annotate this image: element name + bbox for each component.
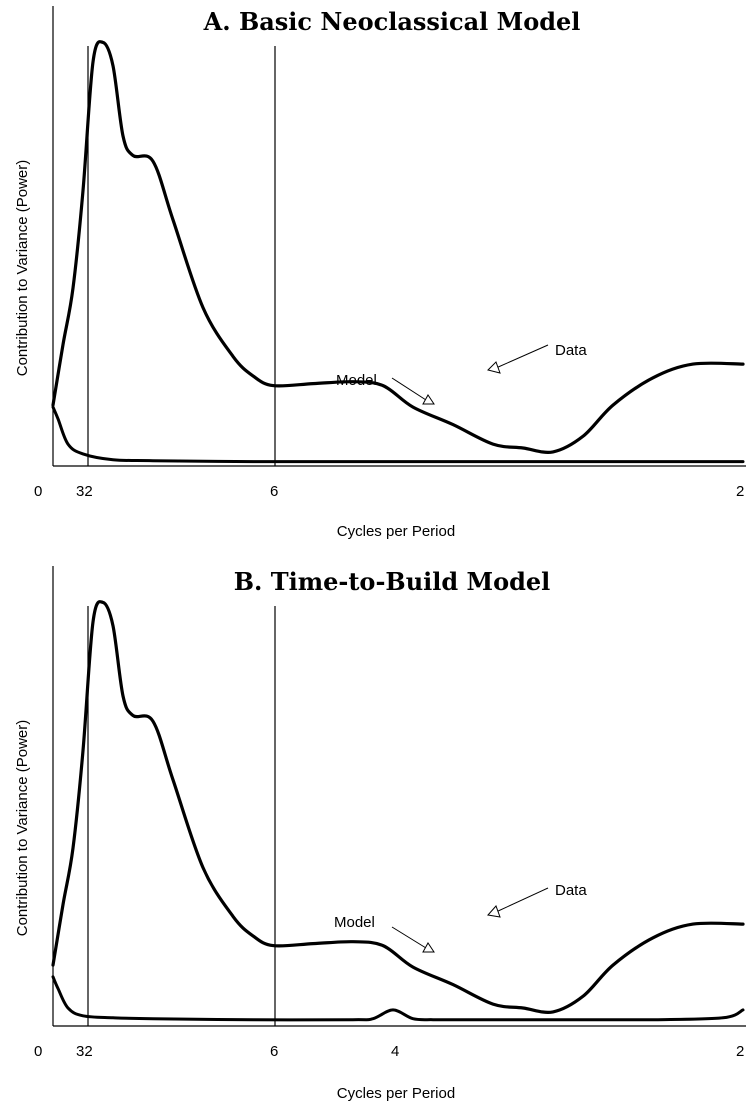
- chart-b-svg: B. Time-to-Build Model 0 32 6 4 2 Cycles…: [14, 566, 746, 1102]
- chart-b-tick-32: 32: [76, 1043, 93, 1060]
- chart-a-model-annotation: Model: [336, 372, 377, 389]
- chart-b-x-axis-label: Cycles per Period: [337, 1085, 455, 1102]
- chart-b-tick-6: 6: [270, 1043, 278, 1060]
- chart-a-y-axis-label: Contribution to Variance (Power): [14, 160, 31, 377]
- chart-b-tick-0: 0: [34, 1043, 42, 1060]
- chart-panel-b: B. Time-to-Build Model 0 32 6 4 2 Cycles…: [0, 560, 746, 1120]
- chart-a-tick-6: 6: [270, 483, 278, 500]
- chart-a-series-model-line: [51, 405, 745, 464]
- chart-b-tick-4: 4: [391, 1043, 399, 1060]
- chart-a-svg: A. Basic Neoclassical Model 0 32 6 2 Cyc…: [14, 6, 746, 540]
- chart-b-series-model-line: [51, 975, 745, 1022]
- chart-a-tick-0: 0: [34, 483, 42, 500]
- chart-b-model-annotation-arrowhead: [422, 942, 435, 953]
- chart-a-series-data-line: [51, 40, 745, 454]
- chart-b-series-data-line: [51, 600, 745, 1014]
- chart-panel-a: A. Basic Neoclassical Model 0 32 6 2 Cyc…: [14, 6, 746, 540]
- chart-a-model-annotation-arrowhead: [422, 394, 435, 405]
- chart-b-title: B. Time-to-Build Model: [234, 567, 551, 596]
- chart-b-y-axis-label: Contribution to Variance (Power): [14, 720, 31, 937]
- chart-b-data-annotation-arrow: [495, 887, 549, 913]
- chart-a-tick-2: 2: [736, 483, 744, 500]
- chart-a-model-annotation-arrow: [391, 377, 427, 401]
- chart-a-title: A. Basic Neoclassical Model: [203, 7, 581, 36]
- chart-a-data-annotation-arrow: [495, 344, 549, 369]
- chart-b-model-annotation: Model: [334, 914, 375, 931]
- chart-b-data-annotation: Data: [555, 882, 587, 899]
- chart-a-tick-32: 32: [76, 483, 93, 500]
- chart-a-data-annotation-arrowhead: [487, 361, 501, 374]
- chart-b-model-annotation-arrow: [391, 926, 427, 949]
- chart-b-tick-2: 2: [736, 1043, 744, 1060]
- chart-b-data-annotation-arrowhead: [487, 905, 501, 918]
- chart-a-data-annotation: Data: [555, 342, 587, 359]
- chart-a-x-axis-label: Cycles per Period: [337, 523, 455, 540]
